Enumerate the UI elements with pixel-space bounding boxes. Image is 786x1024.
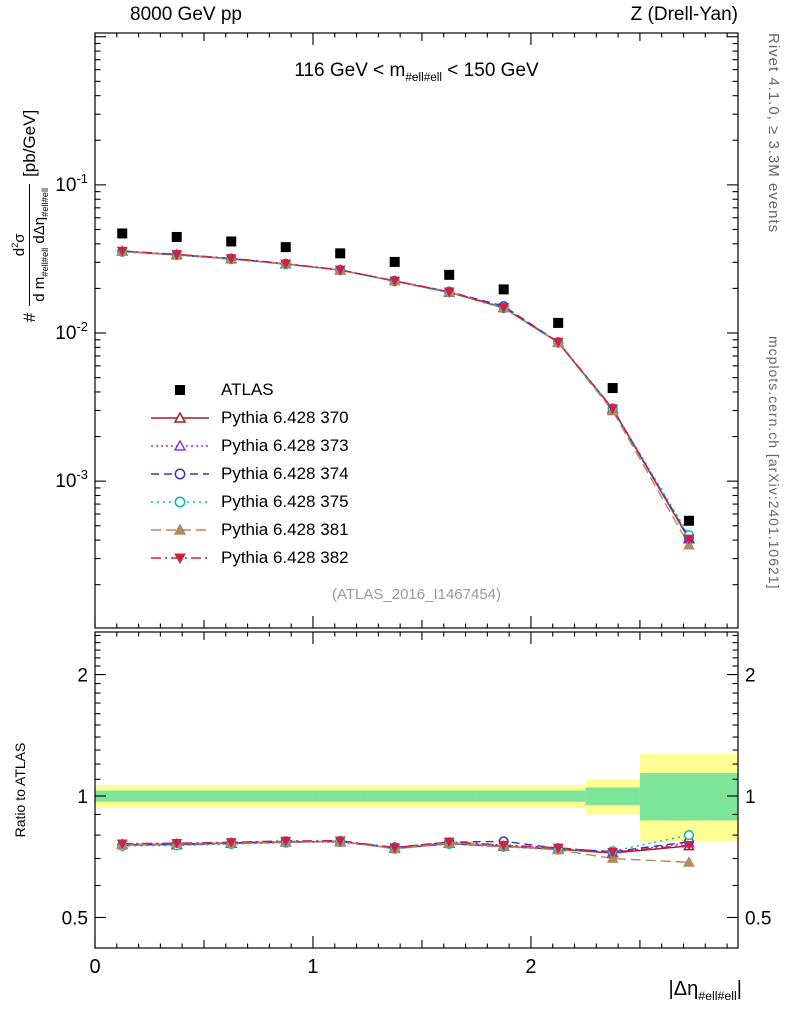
y-axis-denominator: d m#ell#ell dΔη#ell#ell <box>31 187 50 302</box>
pythia-382-marker-icon <box>149 545 211 571</box>
svg-text:10-1: 10-1 <box>55 171 88 196</box>
pythia-373-marker-icon <box>149 433 211 459</box>
legend-item-pythia-382: Pythia 6.428 382 <box>149 544 349 572</box>
pythia-381-marker-icon <box>149 517 211 543</box>
y-axis-numerator: d2σ <box>10 183 30 306</box>
plot-title-sub: #ell#ell <box>405 70 443 84</box>
svg-text:1: 1 <box>745 787 756 808</box>
svg-text:2: 2 <box>525 956 536 978</box>
legend: ATLAS Pythia 6.428 370 Pythia 6.428 373 … <box>149 376 349 572</box>
y-axis-hash: # <box>20 312 39 323</box>
header-process: Z (Drell-Yan) <box>630 4 738 25</box>
svg-text:0.5: 0.5 <box>745 908 771 929</box>
svg-text:2: 2 <box>745 666 756 687</box>
mcplots-arxiv-note: mcplots.cern.ch [arXiv:2401.10621] <box>766 336 782 590</box>
y-axis-label: # d2σ d m#ell#ell dΔη#ell#ell [pb/GeV] <box>4 26 56 406</box>
legend-item-pythia-373: Pythia 6.428 373 <box>149 432 349 460</box>
legend-label-pythia-373: Pythia 6.428 373 <box>221 436 349 455</box>
legend-item-pythia-370: Pythia 6.428 370 <box>149 404 349 432</box>
legend-label-atlas: ATLAS <box>221 380 274 399</box>
legend-label-pythia-381: Pythia 6.428 381 <box>221 520 349 539</box>
svg-text:0: 0 <box>89 956 100 978</box>
pythia-375-marker-icon <box>149 489 211 515</box>
plot-title-post: < 150 GeV <box>442 60 539 81</box>
svg-text:10-3: 10-3 <box>55 467 88 492</box>
analysis-watermark: (ATLAS_2016_I1467454) <box>331 586 501 603</box>
plot-title-pre: 116 GeV < m <box>294 60 406 81</box>
legend-item-pythia-381: Pythia 6.428 381 <box>149 516 349 544</box>
svg-text:0.5: 0.5 <box>62 908 88 929</box>
atlas-marker-icon <box>149 377 211 403</box>
svg-text:1: 1 <box>307 956 318 978</box>
legend-item-pythia-375: Pythia 6.428 375 <box>149 488 349 516</box>
pythia-374-marker-icon <box>149 461 211 487</box>
x-axis-label: |Δη#ell#ell| <box>668 978 742 1003</box>
pythia-370-marker-icon <box>149 405 211 431</box>
svg-text:10-2: 10-2 <box>55 319 88 344</box>
legend-label-pythia-370: Pythia 6.428 370 <box>221 408 349 427</box>
header-beam-energy: 8000 GeV pp <box>130 4 242 25</box>
legend-label-pythia-375: Pythia 6.428 375 <box>221 492 349 511</box>
legend-item-atlas: ATLAS <box>149 376 349 404</box>
y-axis-fraction: d2σ d m#ell#ell dΔη#ell#ell <box>10 183 50 306</box>
plot-title: 116 GeV < m#ell#ell < 150 GeV <box>95 60 738 84</box>
legend-label-pythia-382: Pythia 6.428 382 <box>221 548 349 567</box>
svg-text:1: 1 <box>77 787 88 808</box>
legend-item-pythia-374: Pythia 6.428 374 <box>149 460 349 488</box>
legend-label-pythia-374: Pythia 6.428 374 <box>221 464 349 483</box>
rivet-version-note: Rivet 4.1.0, ≥ 3.3M events <box>765 33 782 234</box>
y-axis-unit: [pb/GeV] <box>20 109 39 177</box>
ratio-y-axis-label: Ratio to ATLAS <box>12 742 28 838</box>
svg-text:2: 2 <box>77 666 88 687</box>
